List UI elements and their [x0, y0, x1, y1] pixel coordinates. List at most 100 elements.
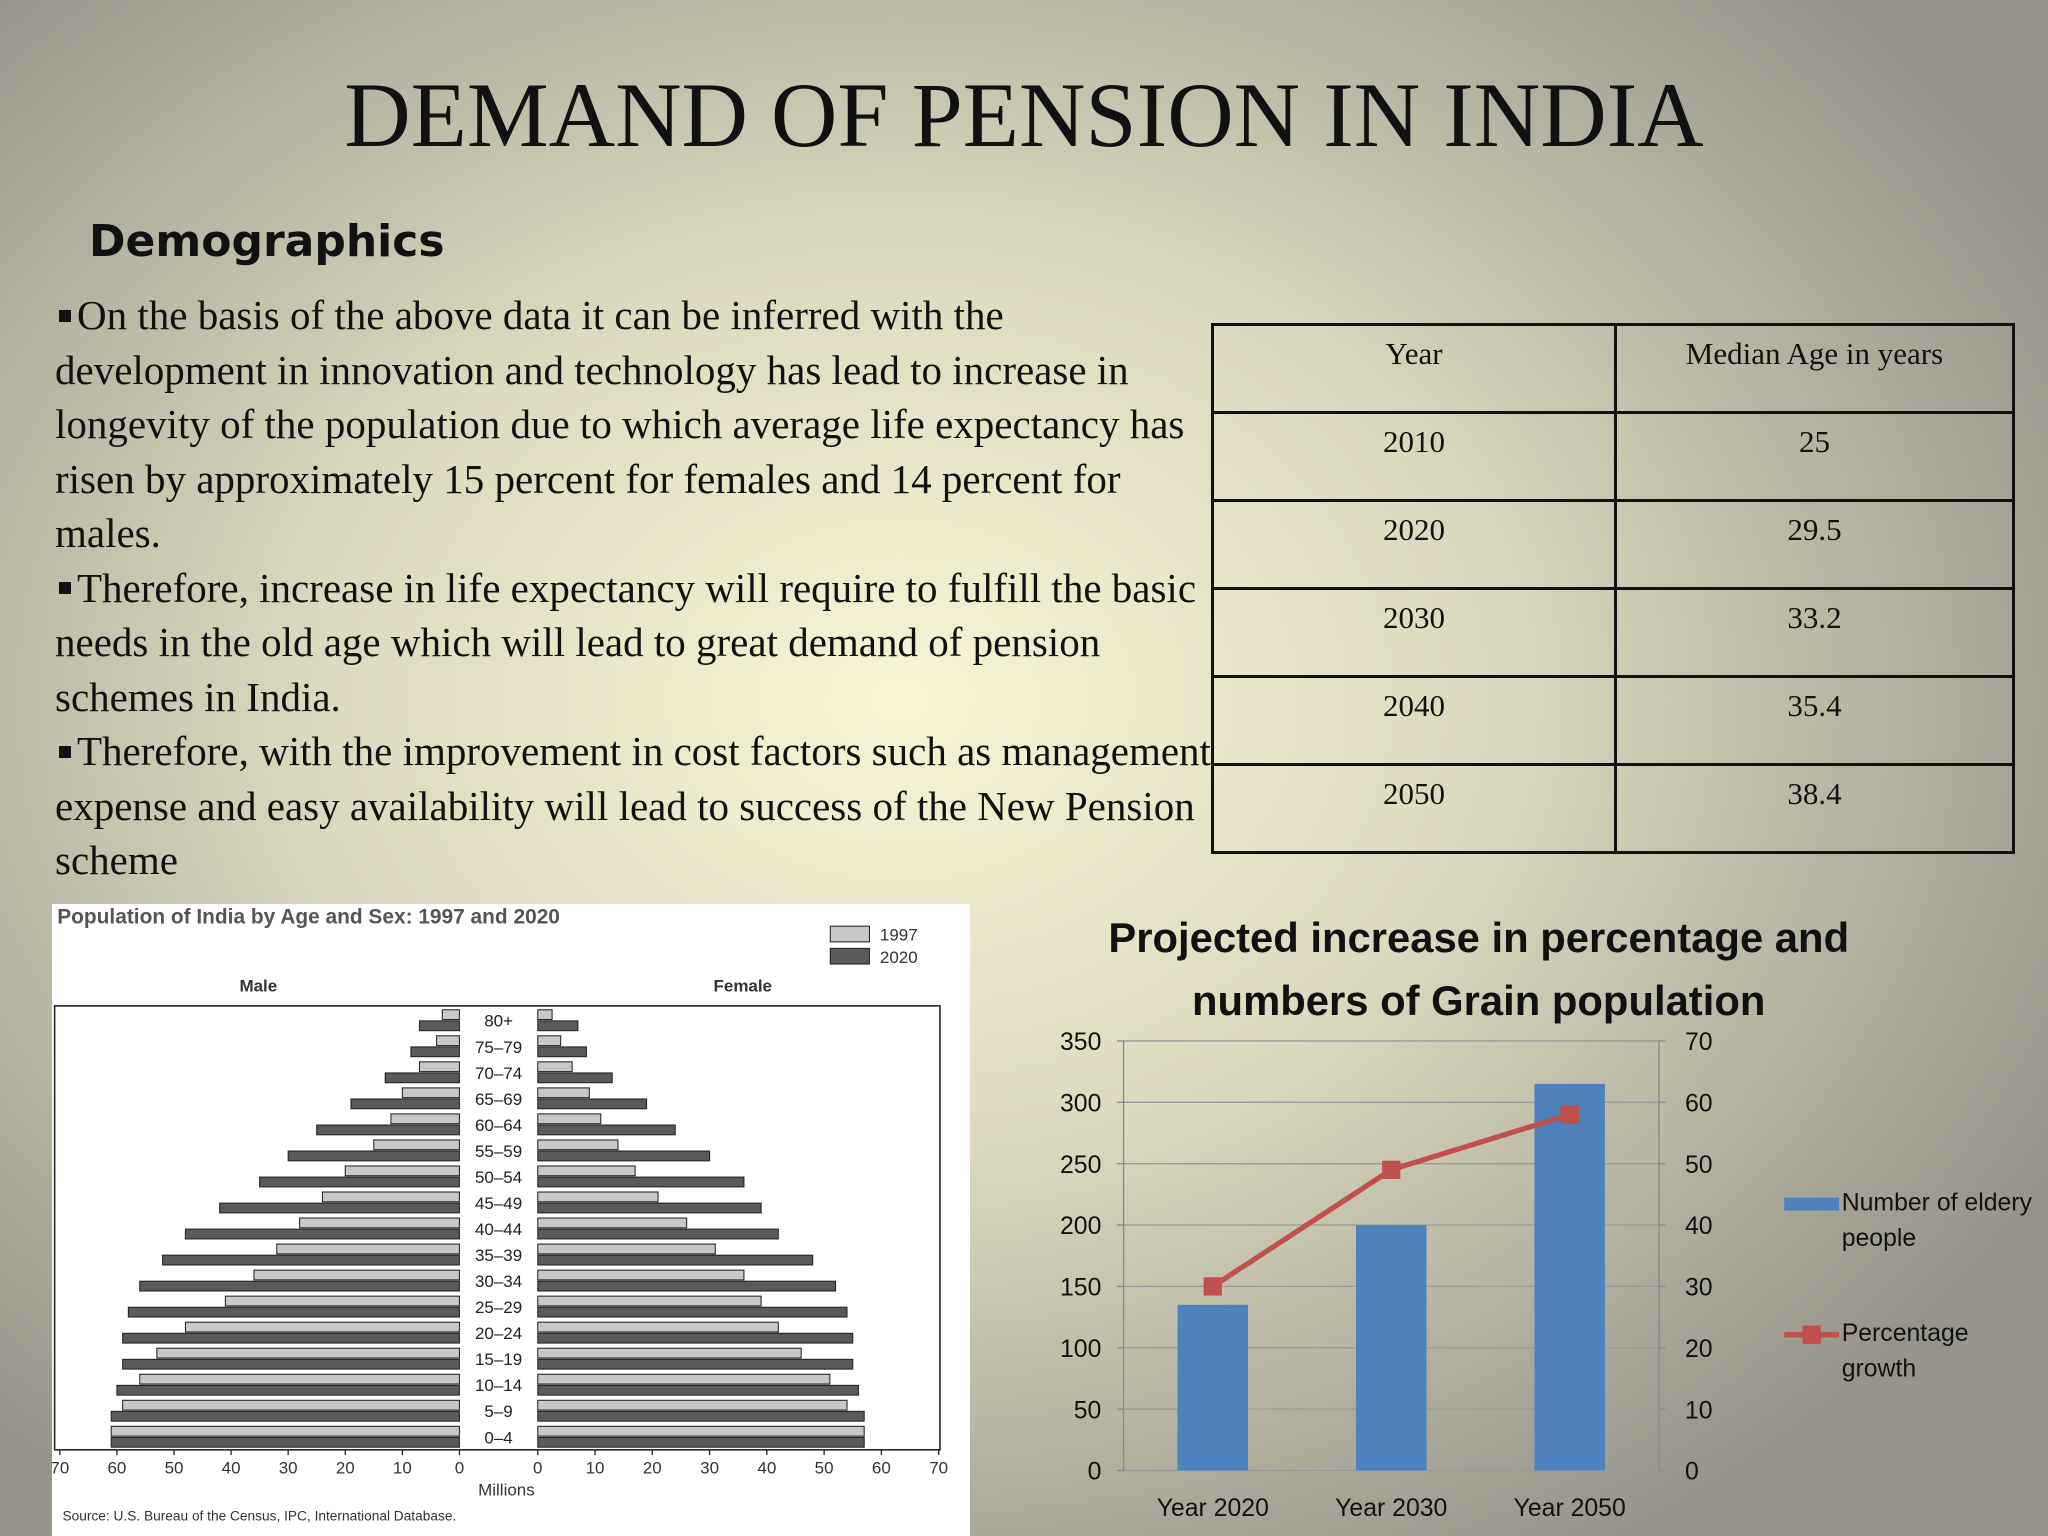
table-cell: 25 [1614, 411, 2015, 502]
table-row: 2020 29.5 [1211, 499, 2015, 590]
chart-title: Population of India by Age and Sex: 1997… [57, 906, 560, 929]
legend-label: 2020 [880, 948, 918, 967]
y-tick-label: 150 [1060, 1275, 1101, 1302]
age-label: 35–39 [475, 1246, 522, 1265]
population-bar [390, 1113, 460, 1125]
population-bar [224, 1295, 460, 1307]
age-label: 20–24 [475, 1324, 522, 1343]
header-cell: Median Age in years [1614, 323, 2015, 414]
median-age-table: Year Median Age in years 2010 25 2020 29.5 2… [1211, 323, 2015, 854]
legend-swatch [829, 925, 870, 943]
population-bar [418, 1061, 460, 1073]
population-bar [537, 1399, 848, 1411]
pyramid-chart: Population of India by Age and Sex: 1997… [52, 904, 970, 1536]
x-tick-label: 70 [929, 1458, 948, 1477]
population-bar [537, 1269, 745, 1281]
legend-label: Percentage growth [1841, 1320, 1969, 1384]
bullet-marker [59, 745, 71, 758]
table-cell: 29.5 [1614, 499, 2015, 590]
male-label: Male [239, 976, 277, 995]
population-bar [537, 1436, 865, 1448]
population-bar [537, 1384, 859, 1396]
population-bar [110, 1410, 460, 1422]
population-bar [537, 1332, 854, 1344]
age-label: 25–29 [475, 1298, 522, 1317]
population-bar [401, 1087, 460, 1099]
legend-box: Percentage growth [1841, 1320, 1969, 1384]
population-bar [384, 1072, 460, 1084]
population-bar [373, 1139, 460, 1151]
population-bar [418, 1020, 460, 1032]
female-label: Female [714, 976, 772, 995]
line-marker [1382, 1160, 1401, 1179]
population-bar [116, 1384, 460, 1396]
x-tick-label: 50 [815, 1458, 834, 1477]
y-tick-label: 0 [1088, 1459, 1102, 1486]
age-label: 80+ [484, 1012, 513, 1031]
x-tick-label: 0 [533, 1458, 542, 1477]
bullet: Therefore, with the improvement in cost … [55, 724, 1225, 888]
line-marker [1203, 1277, 1222, 1296]
age-label: 0–4 [484, 1428, 512, 1447]
x-tick-label: 60 [872, 1458, 891, 1477]
y2-tick-label: 30 [1685, 1275, 1713, 1302]
bar [1177, 1304, 1249, 1471]
bullet-text: Therefore, increase in life expectancy w… [55, 564, 1197, 720]
population-bar [316, 1124, 460, 1136]
population-bar [350, 1098, 460, 1110]
x-axis-label: Millions [478, 1481, 535, 1500]
y-tick-label: 200 [1060, 1213, 1101, 1240]
population-bar [537, 1035, 562, 1047]
population-bar [122, 1332, 460, 1344]
table-cell: 33.2 [1614, 587, 2015, 678]
population-bar [110, 1436, 460, 1448]
source-note: Source: U.S. Bureau of the Census, IPC, … [62, 1508, 456, 1523]
population-bar [537, 1061, 573, 1073]
population-bar [537, 1321, 779, 1333]
population-bar [537, 1295, 762, 1307]
population-bar [537, 1191, 659, 1203]
x-tick-label: 0 [455, 1458, 464, 1477]
x-tick-label: 10 [586, 1458, 605, 1477]
population-bar [537, 1202, 762, 1214]
population-bar [122, 1399, 460, 1411]
x-tick-label: 30 [279, 1458, 298, 1477]
legend-box: Number of eldery people [1842, 1190, 2032, 1253]
age-label: 50–54 [475, 1168, 522, 1187]
age-label: 40–44 [475, 1220, 522, 1239]
bullet-marker [59, 582, 71, 595]
table-cell: 38.4 [1614, 763, 2015, 854]
bullet: Therefore, increase in life expectancy w… [55, 561, 1225, 725]
population-bar [537, 1150, 711, 1162]
age-label: 10–14 [475, 1376, 522, 1395]
x-tick-label: 50 [165, 1458, 184, 1477]
population-bar [537, 1165, 636, 1177]
population-bar [537, 1098, 648, 1110]
age-label: 45–49 [475, 1194, 522, 1213]
x-tick-label: 40 [222, 1458, 241, 1477]
population-bar [537, 1009, 553, 1021]
population-bar [184, 1228, 460, 1240]
table-cell: 2050 [1211, 763, 1617, 854]
x-tick-label: 10 [393, 1458, 412, 1477]
population-bar [162, 1254, 460, 1266]
x-tick-label: 20 [336, 1458, 355, 1477]
age-label: 70–74 [475, 1064, 522, 1083]
line-marker [1560, 1105, 1579, 1124]
population-bar [321, 1191, 460, 1203]
y-tick-label: 350 [1060, 1029, 1101, 1056]
age-label: 30–34 [475, 1272, 522, 1291]
population-bar [537, 1358, 854, 1370]
table-cell: 2020 [1211, 499, 1617, 590]
bullet-list: On the basis of the above data it can be… [55, 288, 1225, 888]
y-tick-label: 100 [1060, 1336, 1101, 1363]
population-bar [537, 1124, 676, 1136]
population-bar [287, 1150, 460, 1162]
x-tick-label: 40 [757, 1458, 776, 1477]
legend-swatch [829, 947, 870, 965]
bullet-text: On the basis of the above data it can be… [55, 292, 1185, 556]
age-label: 5–9 [484, 1402, 512, 1421]
x-tick-label: 70 [52, 1458, 69, 1477]
population-bar [537, 1087, 590, 1099]
title-box: Projected increase in percentage and num… [1108, 914, 1849, 1024]
